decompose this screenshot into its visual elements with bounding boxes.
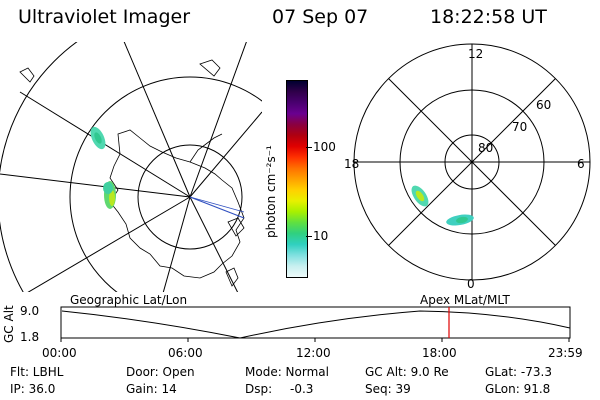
mlt-label-6: 6 <box>577 157 585 171</box>
lat-circle-outer <box>0 42 78 292</box>
lat-circle-inner <box>137 144 243 250</box>
pointing-line <box>189 196 245 213</box>
status-gc-alt: GC Alt: 9.0 Re <box>365 365 449 379</box>
mlt-label-0: 0 <box>467 277 475 291</box>
timeline-ytick-bottom: 1.8 <box>20 330 40 344</box>
coastline-peninsula <box>189 133 223 163</box>
status-ip: IP: 36.0 <box>10 382 56 396</box>
timeline-xtick: 18:00 <box>422 346 457 360</box>
coastline-islands <box>19 59 245 287</box>
mlt-label-12: 12 <box>468 47 484 61</box>
geographic-map <box>0 42 262 292</box>
colorbar-tick-label: 100 <box>313 140 336 154</box>
mlat-label-70: 70 <box>512 120 528 134</box>
meridian <box>0 173 191 198</box>
timeline-xtick: 00:00 <box>42 346 77 360</box>
meridian <box>189 196 239 292</box>
timeline-frame <box>60 306 571 339</box>
altitude-timeline <box>60 306 571 342</box>
timeline-xtick: 23:59 <box>548 346 583 360</box>
mlt-label-18: 18 <box>344 157 360 171</box>
colorbar-tick <box>306 236 312 237</box>
status-seq: Seq: 39 <box>365 382 411 396</box>
aurora-emission <box>90 126 116 209</box>
pointing-line <box>189 196 245 219</box>
colorbar-tick-label: 10 <box>313 229 329 243</box>
meridian <box>189 111 262 198</box>
timeline-xtick: 12:00 <box>296 346 331 360</box>
status-dsp-value: -0.3 <box>290 382 314 396</box>
status-filter: Flt: LBHL <box>10 365 64 379</box>
coastline <box>109 129 245 279</box>
colorbar-gradient <box>287 81 307 277</box>
colorbar-tick <box>306 147 312 148</box>
mlt-line-diag <box>388 78 556 246</box>
timeline-xtick: 06:00 <box>168 346 203 360</box>
lat-circle-mid <box>69 76 262 292</box>
timeline-ylabel: GC Alt <box>2 305 16 343</box>
meridian <box>189 42 247 198</box>
geo-map-label: Geographic Lat/Lon <box>70 293 188 307</box>
status-dsp-label: Dsp: <box>245 382 273 396</box>
apex-polar-plot <box>353 43 591 281</box>
status-mode: Mode: Normal <box>245 365 329 379</box>
aurora-emission <box>411 185 474 226</box>
app-title: Ultraviolet Imager <box>18 6 191 28</box>
meridian <box>162 196 191 292</box>
status-glon: GLon: 91.8 <box>485 382 551 396</box>
meridian <box>123 42 191 198</box>
time-label: 18:22:58 UT <box>430 6 547 28</box>
colorbar-unit-label: photon cm⁻²s⁻¹ <box>264 145 278 238</box>
altitude-curve <box>61 310 571 339</box>
date-label: 07 Sep 07 <box>272 6 369 28</box>
status-glat: GLat: -73.3 <box>485 365 552 379</box>
status-gain: Gain: 14 <box>126 382 177 396</box>
mlat-label-60: 60 <box>536 98 552 112</box>
mlat-label-80: 80 <box>478 141 494 155</box>
meridian <box>27 196 191 292</box>
status-door: Door: Open <box>126 365 195 379</box>
colorbar <box>286 80 308 278</box>
apex-map-label: Apex MLat/MLT <box>420 293 510 307</box>
timeline-ytick-top: 9.0 <box>20 304 40 318</box>
